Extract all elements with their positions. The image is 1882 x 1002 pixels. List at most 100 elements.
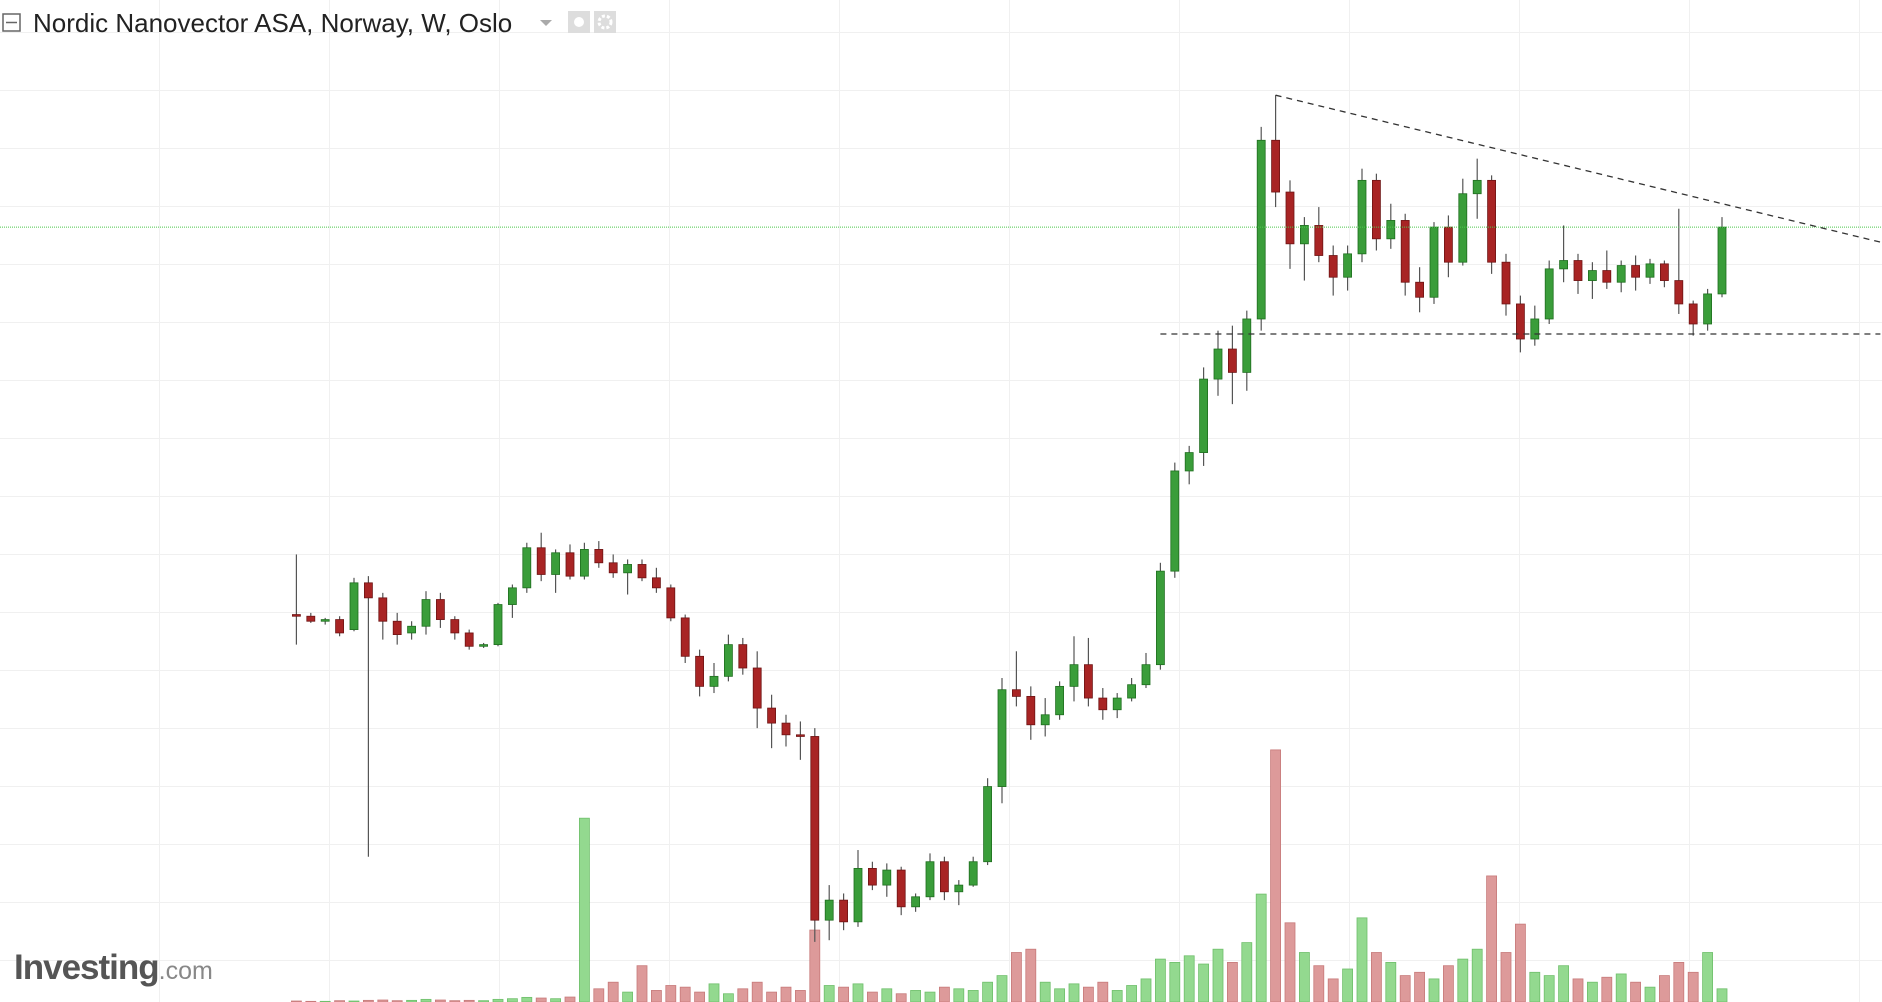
volume-bar xyxy=(1342,968,1353,1002)
candle-body xyxy=(536,547,546,575)
candle-body xyxy=(1717,226,1727,295)
volume-bar xyxy=(1169,962,1181,1002)
volume-bar xyxy=(535,997,547,1002)
volume-bar xyxy=(1054,988,1065,1002)
candle-body xyxy=(940,861,949,893)
candle-body xyxy=(450,619,460,634)
candle-body xyxy=(1487,179,1496,263)
candle-body xyxy=(335,619,345,634)
candle-body xyxy=(983,786,992,863)
volume-bar xyxy=(1198,963,1209,1002)
candle-body xyxy=(1703,293,1712,325)
volume-bar xyxy=(996,975,1008,1002)
volume-bar xyxy=(838,986,849,1002)
volume-bar xyxy=(434,999,446,1002)
volume-bar xyxy=(564,996,576,1002)
candle-body xyxy=(1300,225,1309,245)
candle-body xyxy=(1184,452,1194,472)
volume-bar xyxy=(1068,983,1080,1002)
volume-bar xyxy=(723,993,734,1002)
volume-bar xyxy=(1543,975,1555,1002)
volume-bar xyxy=(795,990,806,1002)
candle-body xyxy=(1516,303,1525,340)
candle-body xyxy=(853,868,863,923)
candle-body xyxy=(392,620,402,635)
volume-bar xyxy=(953,988,965,1002)
volume-bar xyxy=(1471,948,1483,1002)
candle-body xyxy=(1012,689,1021,697)
candle-body xyxy=(1559,260,1568,270)
chart-title: Nordic Nanovector ASA, Norway, W, Oslo xyxy=(33,8,513,38)
candle-body xyxy=(1631,265,1640,278)
candle-body xyxy=(565,552,575,577)
candle-body xyxy=(623,564,632,574)
candle-body xyxy=(349,582,359,630)
volume-bar xyxy=(1155,958,1166,1002)
candle-body xyxy=(1242,318,1252,373)
volume-bar xyxy=(1126,985,1137,1002)
candle-body xyxy=(738,644,748,669)
volume-bar xyxy=(1270,749,1281,1002)
volume-bar xyxy=(766,991,777,1002)
volume-bar xyxy=(1558,965,1569,1002)
volume-bar xyxy=(1486,875,1497,1002)
candle-body xyxy=(1040,714,1050,726)
volume-bar xyxy=(1673,962,1685,1002)
candle-body xyxy=(695,655,704,687)
candle-body xyxy=(1588,270,1597,281)
volume-bar xyxy=(1687,971,1699,1002)
volume-bar xyxy=(910,990,921,1002)
candle-body xyxy=(320,619,330,622)
volume-bar xyxy=(823,985,835,1002)
volume-bar xyxy=(679,986,691,1002)
dropdown-caret[interactable] xyxy=(540,20,552,26)
candle-body xyxy=(1127,684,1136,699)
candle-body xyxy=(997,689,1007,787)
volume-bar xyxy=(1025,948,1037,1002)
candle-body xyxy=(1055,685,1064,716)
candle-body xyxy=(637,564,647,579)
volume-bar xyxy=(593,988,605,1002)
candle-body xyxy=(1573,260,1583,281)
volume-bar xyxy=(521,996,533,1002)
volume-bar xyxy=(694,991,705,1002)
collapse-button[interactable] xyxy=(2,13,21,32)
candle-body xyxy=(1472,179,1482,195)
candle-body xyxy=(1688,303,1698,325)
volume-bar xyxy=(1371,952,1382,1002)
candle-body xyxy=(291,614,301,617)
candle-body xyxy=(435,599,445,620)
candle-body xyxy=(882,869,892,886)
candle-body xyxy=(709,675,719,687)
candle-body xyxy=(1343,253,1352,278)
candle-body xyxy=(824,899,834,921)
volume-bar xyxy=(1587,981,1598,1002)
logo: Investing.com xyxy=(14,948,213,988)
volume-bar xyxy=(737,988,749,1002)
volume-bar xyxy=(1601,976,1613,1002)
volume-bar xyxy=(708,983,720,1002)
candle-body xyxy=(594,549,604,564)
candle-body xyxy=(306,615,316,622)
volume-bar xyxy=(1212,948,1224,1002)
candle-body xyxy=(421,599,431,627)
candle-body xyxy=(1429,226,1439,298)
candle-body xyxy=(781,722,791,736)
settings-button[interactable] xyxy=(594,11,616,33)
volume-bar xyxy=(1097,981,1109,1002)
logo-suffix: .com xyxy=(158,957,213,985)
candle-body xyxy=(868,868,877,886)
candle-body xyxy=(1069,664,1079,687)
candle-body xyxy=(1213,348,1223,380)
candle-body xyxy=(1616,265,1626,283)
candle-body xyxy=(479,644,489,647)
volume-bar xyxy=(924,991,936,1002)
candle-body xyxy=(1141,664,1151,686)
candle-body xyxy=(1112,697,1122,711)
trend-line xyxy=(1275,94,1881,243)
camera-icon xyxy=(574,17,584,27)
candle-body xyxy=(911,896,920,908)
candle-body xyxy=(407,625,417,634)
volume-bar xyxy=(636,965,648,1002)
